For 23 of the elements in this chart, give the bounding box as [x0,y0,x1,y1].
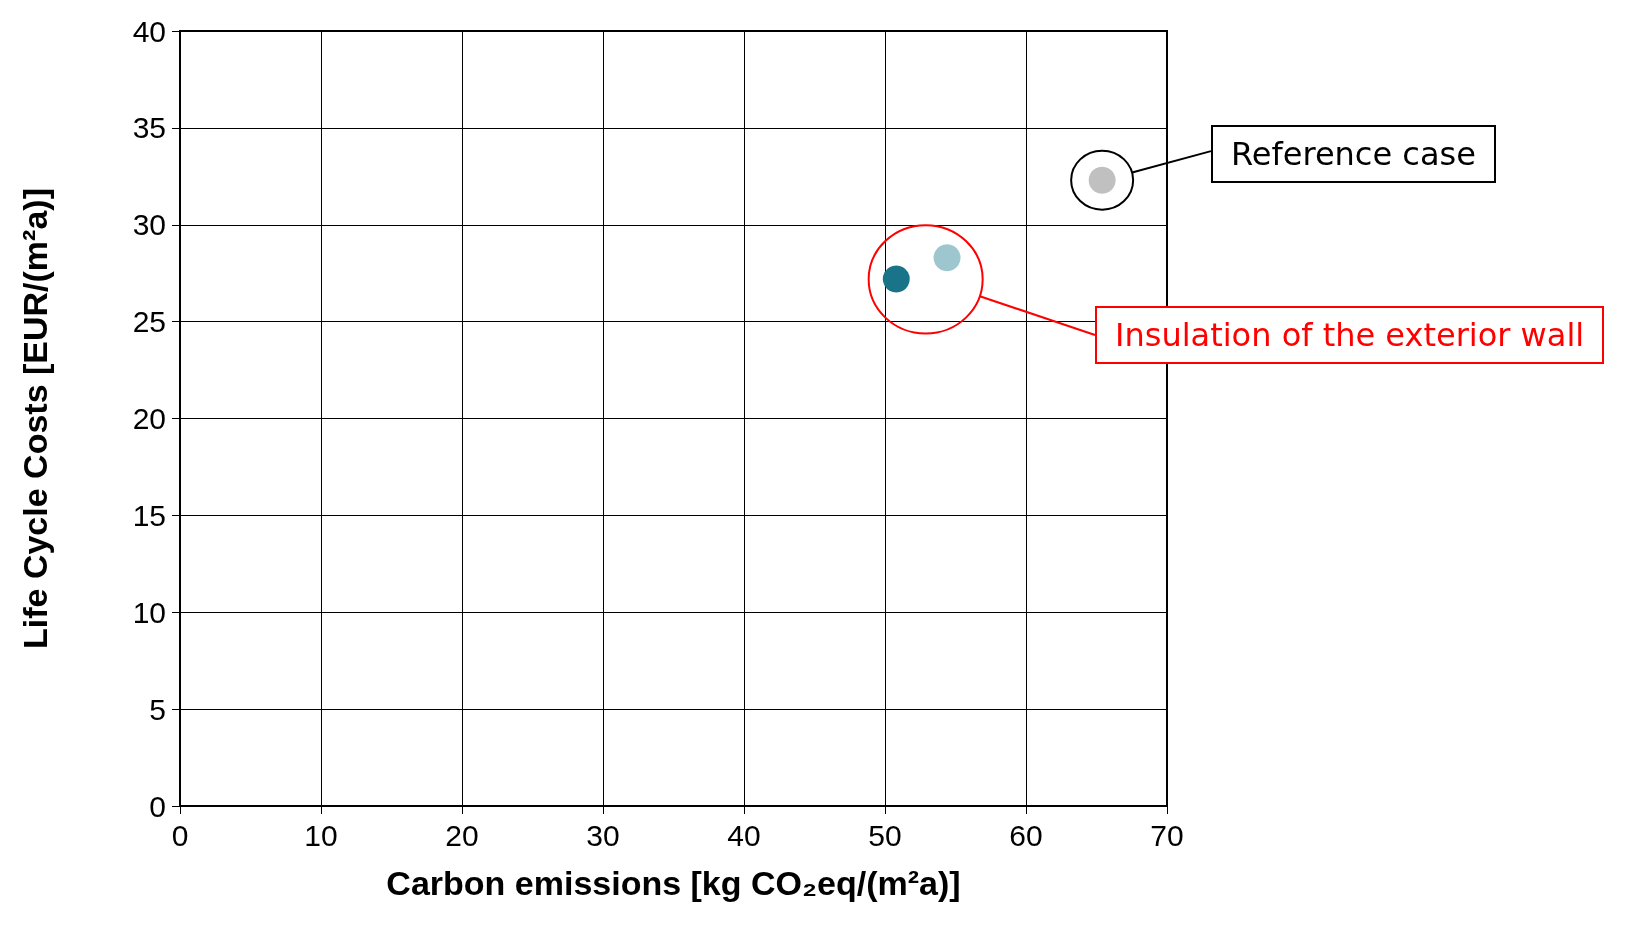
x-tick-label: 50 [868,818,902,852]
x-tick-label: 60 [1009,818,1043,852]
y-tick-label: 35 [132,111,166,145]
annotation: Insulation of the exterior wall [1095,306,1605,364]
y-tick-label: 25 [132,305,166,339]
y-tick-label: 30 [132,208,166,242]
y-tick-label: 10 [132,595,166,629]
x-tick-label: 70 [1150,818,1184,852]
x-tick-label: 40 [727,818,761,852]
y-tick-label: 5 [149,692,166,726]
point [933,244,961,272]
y-axis-title: Life Cycle Costs [EUR/(m²a)] [16,188,54,649]
text: Reference case [1211,125,1496,183]
x-tick-label: 30 [586,818,620,852]
y-tick-label: 40 [132,14,166,48]
x-tick-label: 0 [171,818,189,852]
x-axis-title: Carbon emissions [kg CO₂eq/(m²a)] [386,864,961,902]
y-tick-label: 0 [149,789,166,823]
x-tick-label: 10 [304,818,338,852]
y-tick-label: 15 [132,498,166,532]
x-tick-label: 20 [445,818,479,852]
y-tick-label: 20 [132,402,166,435]
point [882,265,910,293]
